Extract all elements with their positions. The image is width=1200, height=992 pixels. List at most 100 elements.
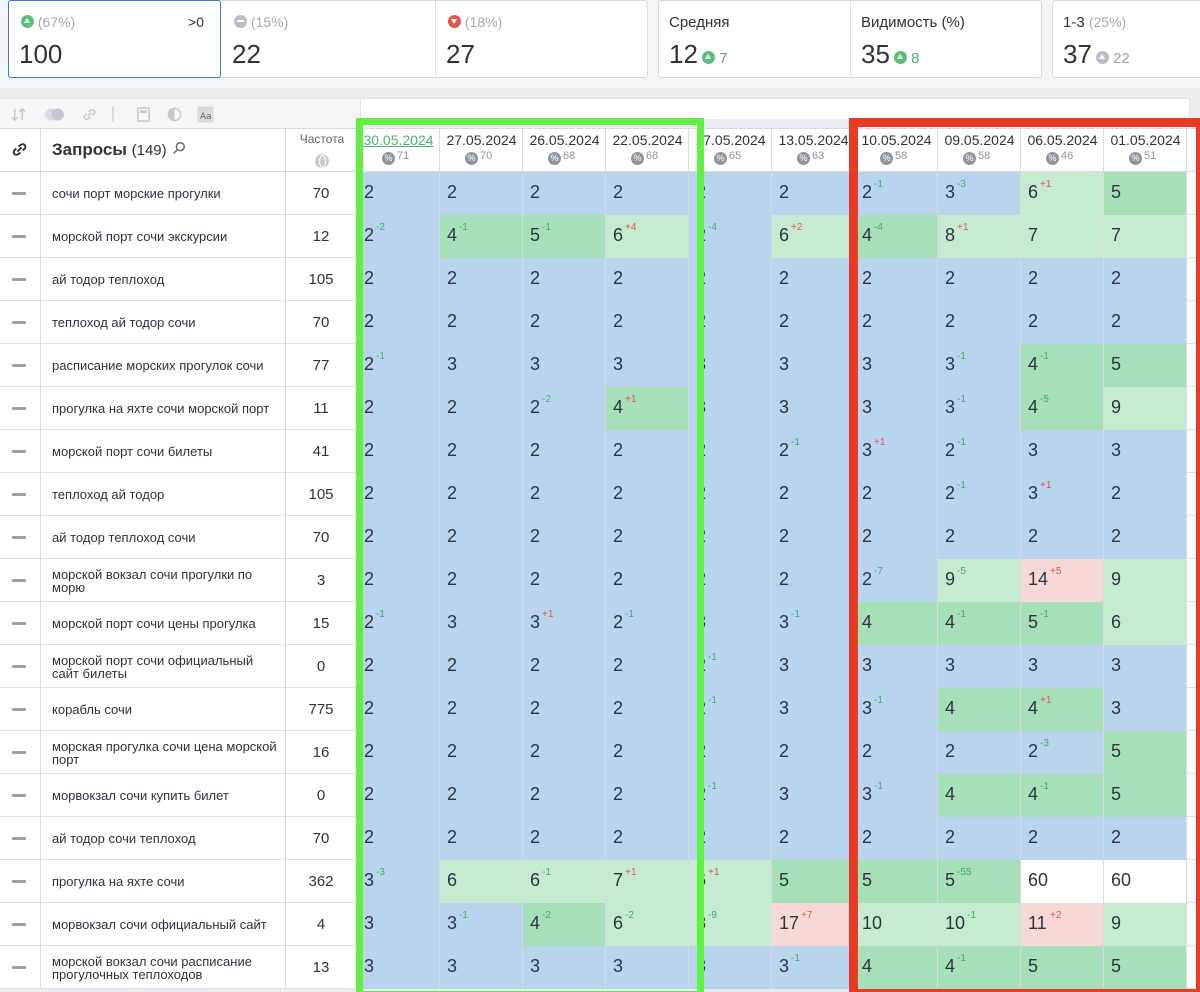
no-url-indicator[interactable] bbox=[0, 946, 41, 989]
no-url-indicator[interactable] bbox=[0, 860, 41, 903]
position-cell[interactable]: 2 bbox=[855, 817, 938, 860]
position-cell[interactable]: 2 bbox=[1104, 258, 1187, 301]
query-text[interactable]: прогулка на яхте сочи морской порт bbox=[52, 401, 270, 416]
query-text[interactable]: морской вокзал сочи прогулки по морю bbox=[52, 566, 253, 595]
date-column-header[interactable]: 27.05.2024 % 70 bbox=[440, 129, 523, 171]
position-cell[interactable]: 2 bbox=[772, 258, 855, 301]
position-cell[interactable]: 2 bbox=[1104, 817, 1187, 860]
position-cell[interactable]: 3 +1 bbox=[1021, 473, 1104, 516]
position-cell[interactable]: 7 +1 bbox=[606, 860, 689, 903]
position-cell[interactable]: 3 bbox=[772, 688, 855, 731]
position-cell[interactable]: 4 -1 bbox=[938, 602, 1021, 645]
position-cell[interactable]: 2 bbox=[606, 301, 689, 344]
visibility-stat[interactable]: Видимость (%) 35 8 bbox=[850, 1, 1042, 77]
position-cell[interactable]: 4 bbox=[938, 774, 1021, 817]
position-cell[interactable]: 2 -1 bbox=[606, 602, 689, 645]
position-cell[interactable]: 2 bbox=[689, 516, 772, 559]
position-cell[interactable]: 6 +1 bbox=[1021, 172, 1104, 215]
position-cell[interactable]: 2 -1 bbox=[357, 602, 440, 645]
position-cell[interactable]: 2 bbox=[772, 473, 855, 516]
position-cell[interactable]: 4 -1 bbox=[938, 946, 1021, 989]
position-cell[interactable]: 2 bbox=[1021, 516, 1104, 559]
position-cell[interactable]: 2 -1 bbox=[772, 430, 855, 473]
position-cell[interactable]: 2 bbox=[1021, 817, 1104, 860]
position-cell[interactable]: 3 bbox=[1021, 430, 1104, 473]
position-cell[interactable]: 2 -1 bbox=[938, 473, 1021, 516]
position-cell[interactable]: 2 bbox=[689, 559, 772, 602]
no-url-indicator[interactable] bbox=[0, 172, 41, 215]
no-url-indicator[interactable] bbox=[0, 215, 41, 258]
position-cell[interactable]: 2 bbox=[357, 645, 440, 688]
position-cell[interactable]: 5 -1 bbox=[1021, 602, 1104, 645]
position-cell[interactable]: 9 bbox=[1104, 387, 1187, 430]
position-cell[interactable]: 2 bbox=[855, 473, 938, 516]
position-cell[interactable]: 2 bbox=[440, 473, 523, 516]
position-cell[interactable]: 4 -4 bbox=[855, 215, 938, 258]
position-cell[interactable]: 2 bbox=[772, 817, 855, 860]
position-cell[interactable]: 3 bbox=[689, 387, 772, 430]
position-cell[interactable]: 3 bbox=[440, 344, 523, 387]
query-text[interactable]: морской порт сочи официальный сайт билет… bbox=[52, 652, 254, 681]
position-cell[interactable]: 9 -5 bbox=[938, 559, 1021, 602]
position-cell[interactable]: 3 bbox=[1104, 688, 1187, 731]
position-cell[interactable]: 3 bbox=[606, 946, 689, 989]
position-cell[interactable]: 5 bbox=[772, 860, 855, 903]
sort-icon[interactable] bbox=[11, 107, 26, 122]
position-cell[interactable]: 5 -55 bbox=[938, 860, 1021, 903]
position-cell[interactable]: 3 -1 bbox=[440, 903, 523, 946]
position-cell[interactable]: 3 +1 bbox=[523, 602, 606, 645]
query-text[interactable]: морвокзал сочи официальный сайт bbox=[52, 917, 267, 932]
date-column-header[interactable]: 22.05.2024 % 68 bbox=[606, 129, 689, 171]
position-cell[interactable]: 2 bbox=[1021, 301, 1104, 344]
query-text[interactable]: морской порт сочи цены прогулка bbox=[52, 616, 256, 631]
query-text[interactable]: сочи порт морские прогулки bbox=[52, 186, 221, 201]
position-cell[interactable]: 2 bbox=[606, 258, 689, 301]
position-cell[interactable]: 6 bbox=[1104, 602, 1187, 645]
no-url-indicator[interactable] bbox=[0, 903, 41, 946]
query-text[interactable]: морской порт сочи билеты bbox=[52, 444, 213, 459]
position-cell[interactable]: 3 bbox=[440, 602, 523, 645]
position-cell[interactable]: 2 bbox=[938, 258, 1021, 301]
position-cell[interactable]: 2 bbox=[689, 172, 772, 215]
query-text[interactable]: теплоход ай тодор bbox=[52, 487, 165, 502]
position-cell[interactable]: 2 bbox=[606, 516, 689, 559]
position-cell[interactable]: 14 +5 bbox=[1021, 559, 1104, 602]
query-text[interactable]: морской порт сочи экскурсии bbox=[52, 229, 228, 244]
top3-card[interactable]: 1-3 (25%) 37 22 bbox=[1052, 0, 1200, 78]
position-cell[interactable]: 2 bbox=[855, 301, 938, 344]
no-url-indicator[interactable] bbox=[0, 473, 41, 516]
position-cell[interactable]: 2 bbox=[357, 774, 440, 817]
position-cell[interactable]: 3 bbox=[523, 344, 606, 387]
position-cell[interactable]: 2 bbox=[440, 387, 523, 430]
position-cell[interactable]: 2 bbox=[357, 430, 440, 473]
position-cell[interactable]: 3 bbox=[855, 387, 938, 430]
position-cell[interactable]: 2 bbox=[440, 559, 523, 602]
position-cell[interactable]: 5 bbox=[1104, 731, 1187, 774]
query-text[interactable]: ай тодор теплоход bbox=[52, 272, 165, 287]
position-cell[interactable]: 2 bbox=[523, 559, 606, 602]
query-text[interactable]: ай тодор теплоход сочи bbox=[52, 530, 196, 545]
position-cell[interactable]: 6 -1 bbox=[523, 860, 606, 903]
position-cell[interactable]: 3 bbox=[1104, 430, 1187, 473]
position-cell[interactable]: 3 -1 bbox=[855, 688, 938, 731]
position-cell[interactable]: 2 bbox=[606, 688, 689, 731]
position-cell[interactable]: 2 bbox=[606, 645, 689, 688]
position-cell[interactable]: 2 bbox=[440, 516, 523, 559]
position-cell[interactable]: 2 bbox=[440, 645, 523, 688]
position-cell[interactable]: 2 bbox=[855, 516, 938, 559]
query-text[interactable]: корабль сочи bbox=[52, 702, 132, 717]
position-cell[interactable]: 2 bbox=[606, 559, 689, 602]
position-cell[interactable]: 2 -4 bbox=[689, 215, 772, 258]
position-cell[interactable]: 5 bbox=[1104, 344, 1187, 387]
no-url-indicator[interactable] bbox=[0, 645, 41, 688]
position-cell[interactable]: 2 bbox=[606, 774, 689, 817]
position-cell[interactable]: 3 bbox=[772, 774, 855, 817]
position-cell[interactable]: 2 -2 bbox=[357, 215, 440, 258]
search-icon[interactable] bbox=[172, 141, 186, 155]
position-cell[interactable]: 5 bbox=[1104, 172, 1187, 215]
position-cell[interactable]: 2 bbox=[440, 258, 523, 301]
position-cell[interactable]: 3 -1 bbox=[938, 387, 1021, 430]
date-column-header[interactable]: 09.05.2024 % 58 bbox=[938, 129, 1021, 171]
position-cell[interactable]: 3 bbox=[606, 344, 689, 387]
position-cell[interactable]: 4 +1 bbox=[1021, 688, 1104, 731]
